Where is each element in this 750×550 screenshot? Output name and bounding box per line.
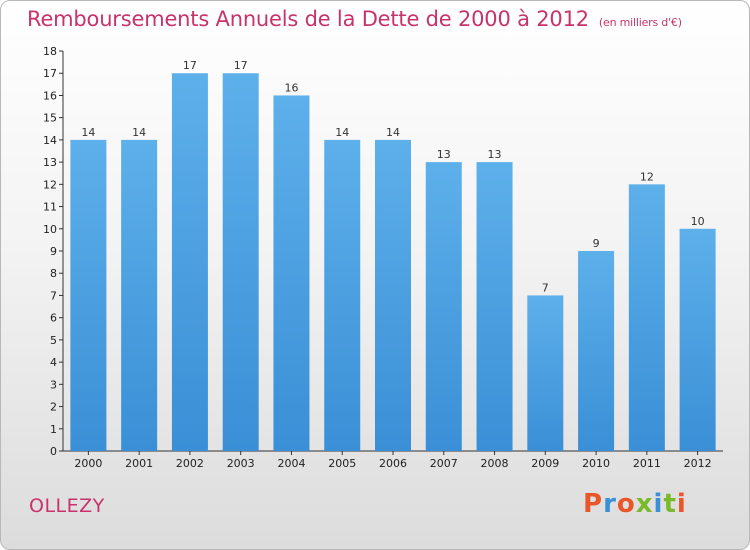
y-tick-label: 18: [43, 45, 57, 58]
y-tick-label: 11: [43, 201, 57, 214]
y-tick-label: 15: [43, 112, 57, 125]
logo-letter: i: [653, 489, 664, 519]
proxiti-logo: Proxiti: [583, 489, 687, 519]
y-tick-label: 3: [50, 378, 57, 391]
data-label: 14: [81, 126, 95, 139]
x-tick-label: 2008: [481, 457, 509, 470]
data-label: 17: [234, 59, 248, 72]
y-tick-label: 5: [50, 334, 57, 347]
bar: [628, 184, 665, 452]
y-tick-label: 4: [50, 356, 57, 369]
data-label: 14: [386, 126, 400, 139]
chart-subtitle: (en milliers d'€): [598, 16, 682, 29]
logo-letter: i: [676, 489, 687, 519]
x-tick-label: 2000: [74, 457, 102, 470]
bar: [425, 162, 462, 451]
x-tick-label: 2005: [328, 457, 356, 470]
y-tick-label: 9: [50, 245, 57, 258]
data-label: 7: [542, 281, 549, 294]
logo-letter: t: [663, 489, 677, 519]
data-label: 16: [284, 81, 298, 94]
chart-title: Remboursements Annuels de la Dette de 20…: [27, 7, 682, 31]
x-tick-label: 2007: [430, 457, 458, 470]
y-tick-label: 12: [43, 178, 57, 191]
y-tick-label: 6: [50, 312, 57, 325]
bar: [222, 73, 259, 451]
bar: [273, 95, 310, 451]
bar: [324, 139, 361, 451]
logo-letter: o: [616, 489, 636, 519]
x-tick-label: 2011: [633, 457, 661, 470]
data-label: 14: [132, 126, 146, 139]
logo-letter: r: [603, 489, 617, 519]
y-tick-label: 14: [43, 134, 57, 147]
data-label: 9: [593, 237, 600, 250]
bar: [375, 139, 411, 451]
data-label: 12: [640, 170, 654, 183]
bar: [578, 251, 615, 451]
data-label: 13: [488, 148, 502, 161]
x-tick-label: 2010: [582, 457, 610, 470]
chart-title-text: Remboursements Annuels de la Dette de 20…: [27, 7, 589, 31]
y-tick-label: 0: [50, 445, 57, 458]
bar: [70, 139, 107, 451]
y-tick-label: 1: [50, 423, 57, 436]
y-tick-label: 7: [50, 289, 57, 302]
data-label: 14: [335, 126, 349, 139]
bar: [121, 139, 158, 451]
x-tick-label: 2002: [176, 457, 204, 470]
data-label: 10: [691, 215, 705, 228]
y-tick-label: 17: [43, 67, 57, 80]
bar: [171, 73, 208, 451]
bar: [476, 162, 513, 451]
commune-name: OLLEZY: [29, 495, 105, 517]
x-tick-label: 2006: [379, 457, 407, 470]
bar: [679, 228, 716, 451]
x-tick-label: 2012: [684, 457, 712, 470]
x-tick-label: 2003: [227, 457, 255, 470]
x-tick-label: 2009: [531, 457, 559, 470]
x-tick-label: 2004: [277, 457, 305, 470]
y-tick-label: 13: [43, 156, 57, 169]
data-label: 13: [437, 148, 451, 161]
bar: [527, 295, 564, 451]
data-label: 17: [183, 59, 197, 72]
y-tick-label: 8: [50, 267, 57, 280]
logo-letter: x: [635, 489, 654, 519]
y-tick-label: 10: [43, 223, 57, 236]
y-tick-label: 2: [50, 401, 57, 414]
logo-letter: P: [583, 489, 604, 519]
x-tick-label: 2001: [125, 457, 153, 470]
y-tick-label: 16: [43, 89, 57, 102]
